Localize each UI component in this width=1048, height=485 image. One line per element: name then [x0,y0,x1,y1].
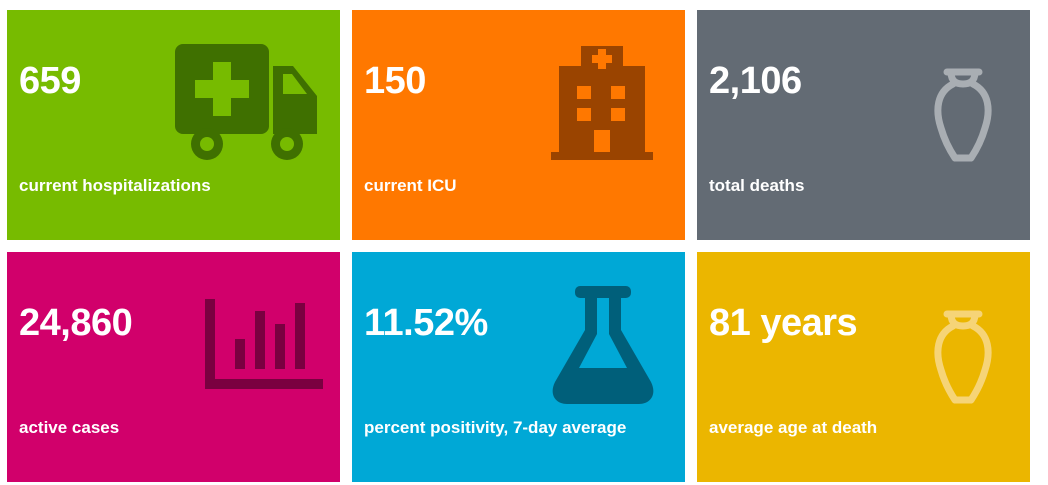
stat-tile-icu: 150 current ICU [352,10,685,240]
stat-label: active cases [19,418,120,437]
stat-label: current hospitalizations [19,176,211,195]
stat-label: current ICU [364,176,457,195]
stat-tile-active-cases: 24,860 active cases [7,252,340,482]
stat-tile-average-age: 81 years average age at death [697,252,1030,482]
stat-label: total deaths [709,176,805,195]
urn-icon [934,68,992,162]
bar-chart-icon [205,299,323,389]
stat-tile-hospitalizations: 659 current hospitalizations [7,10,340,240]
urn-icon [934,310,992,404]
ambulance-icon [175,44,317,160]
stat-tile-positivity: 11.52% percent positivity, 7-day average [352,252,685,482]
stat-value: 659 [19,60,81,102]
stat-value: 24,860 [19,302,133,344]
stat-value: 150 [364,60,426,102]
stat-label: percent positivity, 7-day average [364,418,627,437]
hospital-icon [551,46,653,160]
flask-icon [552,286,654,404]
stat-label: average age at death [709,418,878,437]
stat-tile-total-deaths: 2,106 total deaths [697,10,1030,240]
stat-value: 11.52% [364,302,488,344]
stat-value: 81 years [709,302,858,344]
stat-value: 2,106 [709,60,802,102]
